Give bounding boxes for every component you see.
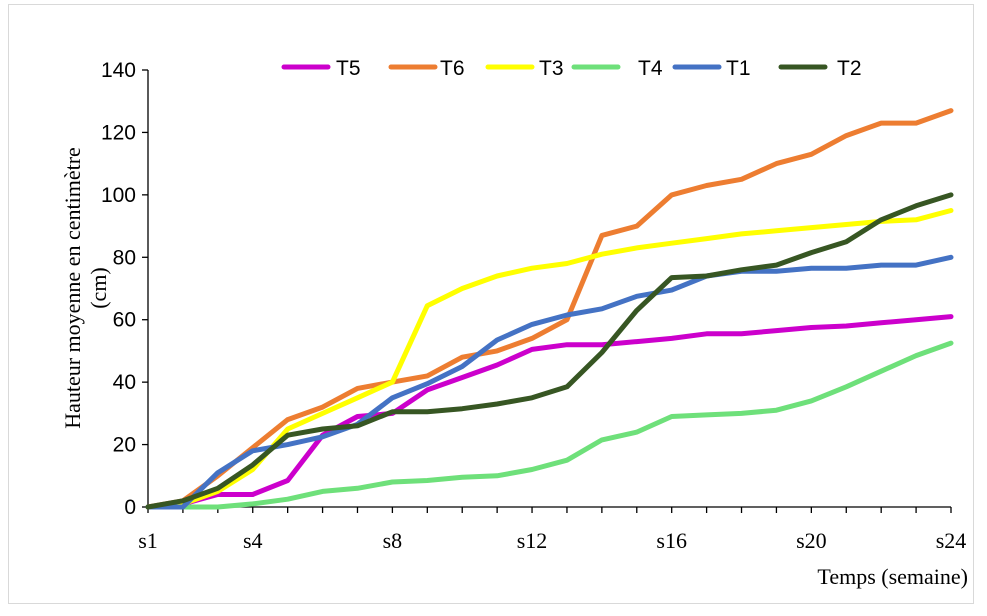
y-axis-title-line1: Hauteur moyenne en centimètre — [60, 147, 85, 429]
legend-label-t2: T2 — [837, 57, 862, 80]
x-tick-label: s1 — [138, 528, 158, 553]
legend-label-t4: T4 — [638, 57, 663, 80]
x-axis-title: Temps (semaine) — [817, 564, 968, 589]
y-tick-label: 80 — [113, 246, 136, 269]
y-axis-title: Hauteur moyenne en centimètre (cm) — [60, 147, 111, 429]
y-tick-label: 20 — [113, 434, 136, 457]
series-line-t2 — [145, 192, 954, 510]
x-tick-label: s12 — [517, 528, 548, 553]
legend: T5 T6 T3 T4 T1 T2 — [281, 57, 862, 80]
y-axis-title-line2: (cm) — [86, 267, 111, 309]
y-tick-label: 60 — [113, 309, 136, 332]
series-line-t6 — [145, 108, 954, 510]
legend-label-t5: T5 — [336, 57, 361, 80]
y-tick-label: 40 — [113, 371, 136, 394]
x-tick-label: s16 — [656, 528, 687, 553]
x-tick-label: s4 — [243, 528, 263, 553]
series-line-t3 — [145, 208, 954, 510]
series-line-t1 — [145, 254, 954, 510]
series-line-t4 — [145, 340, 954, 510]
y-tick-label: 100 — [101, 184, 136, 207]
legend-label-t1: T1 — [726, 57, 751, 80]
y-tick-label: 0 — [124, 496, 136, 519]
legend-label-t6: T6 — [440, 57, 465, 80]
x-tick-label: s8 — [383, 528, 403, 553]
series-line-t5 — [145, 314, 954, 510]
axes: 0 20 40 60 80 100 120 140 s1 s4 s8 s12 s16 s20 s24 — [101, 59, 966, 553]
y-tick-label: 120 — [101, 121, 136, 144]
y-tick-label: 140 — [101, 59, 136, 82]
x-tick-label: s20 — [796, 528, 827, 553]
series-lines — [145, 108, 954, 510]
x-tick-label: s24 — [936, 528, 967, 553]
legend-label-t3: T3 — [539, 57, 564, 80]
